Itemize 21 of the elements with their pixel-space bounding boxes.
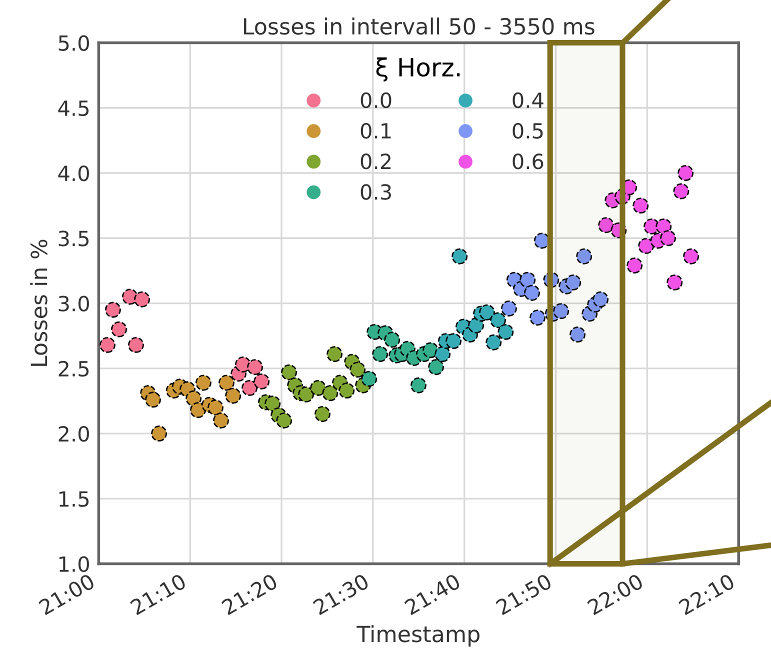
- y-tick-label: 4.5: [58, 100, 89, 116]
- point: [372, 346, 388, 362]
- y-tick-label: 4.0: [58, 165, 89, 182]
- y-tick-label: 1.5: [60, 491, 89, 507]
- y-tick-label: 2.0: [58, 426, 89, 442]
- y-tick-label: 3.5: [58, 230, 89, 246]
- y-tick-label: 5.0: [58, 35, 89, 51]
- legend-label: 0.5: [512, 122, 543, 139]
- legend-label: 0.0: [360, 92, 392, 108]
- y-axis-title: Losses in %: [30, 240, 48, 366]
- legend-label: 0.2: [360, 154, 391, 170]
- x-axis-title: Timestamp: [356, 625, 480, 647]
- y-tick-label: 3.0: [58, 296, 89, 312]
- legend-label: 0.3: [360, 184, 391, 200]
- chart-title: Losses in intervall 50 - 3550 ms: [244, 18, 594, 35]
- legend-label: 0.4: [512, 92, 544, 108]
- legend-label: 0.1: [360, 122, 391, 139]
- y-tick-label: 2.5: [58, 360, 89, 377]
- y-tick-label: 1.0: [60, 556, 89, 572]
- legend-title: ξ Horz.: [376, 57, 460, 82]
- legend-label: 0.6: [512, 154, 544, 170]
